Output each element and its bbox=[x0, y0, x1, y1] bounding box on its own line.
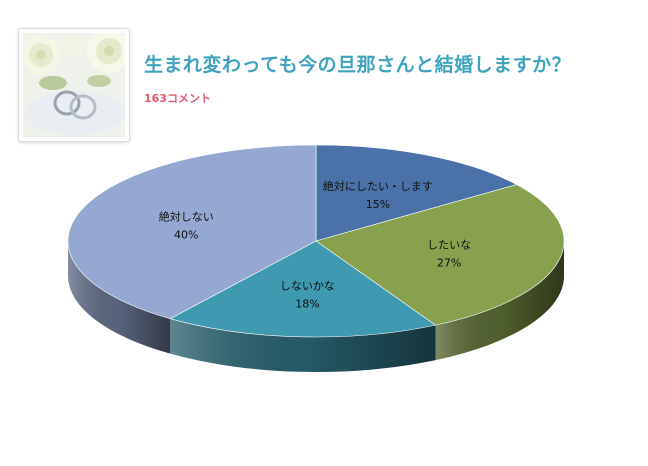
slice-2-percent: 27% bbox=[437, 257, 461, 270]
roses-rings-image bbox=[23, 33, 125, 137]
slice-3-top[interactable] bbox=[169, 240, 437, 338]
slice-2-label: したいな bbox=[427, 239, 471, 252]
slice-3-percent: 18% bbox=[295, 298, 319, 311]
slice-1-percent: 15% bbox=[366, 198, 390, 211]
slice-4-side-shade bbox=[68, 241, 171, 354]
slice-4-label: 絶対しない bbox=[159, 210, 214, 224]
slice-1-top[interactable] bbox=[315, 144, 518, 242]
slice-1-label: 絶対にしたい・します bbox=[323, 179, 433, 193]
article-thumbnail[interactable] bbox=[18, 28, 130, 142]
slice-3-label: しないかな bbox=[280, 280, 335, 293]
slice-2-side-shade bbox=[435, 241, 564, 361]
comment-count[interactable]: 163コメント bbox=[144, 92, 211, 105]
slice-4-top[interactable] bbox=[67, 144, 317, 319]
slice-4-percent: 40% bbox=[174, 229, 198, 242]
page-title[interactable]: 生まれ変わっても今の旦那さんと結婚しますか？ bbox=[144, 54, 572, 76]
slice-2-top[interactable] bbox=[315, 184, 565, 326]
